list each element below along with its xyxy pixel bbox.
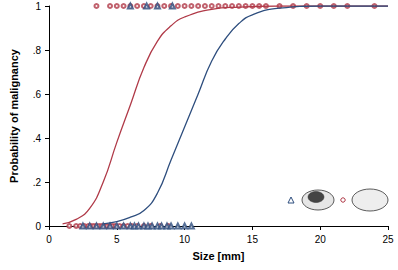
svg-text:.8: .8 xyxy=(33,45,42,56)
svg-text:1: 1 xyxy=(35,1,41,12)
svg-text:20: 20 xyxy=(315,234,327,245)
svg-text:.4: .4 xyxy=(33,133,42,144)
svg-text:.2: .2 xyxy=(33,177,42,188)
svg-text:.6: .6 xyxy=(33,89,42,100)
svg-text:5: 5 xyxy=(114,234,120,245)
svg-text:0: 0 xyxy=(35,221,41,232)
svg-text:10: 10 xyxy=(179,234,191,245)
svg-text:15: 15 xyxy=(247,234,259,245)
svg-text:0: 0 xyxy=(46,234,52,245)
svg-text:25: 25 xyxy=(382,234,394,245)
svg-text:Probability of malignancy: Probability of malignancy xyxy=(8,48,20,183)
svg-text:Size [mm]: Size [mm] xyxy=(193,250,245,262)
